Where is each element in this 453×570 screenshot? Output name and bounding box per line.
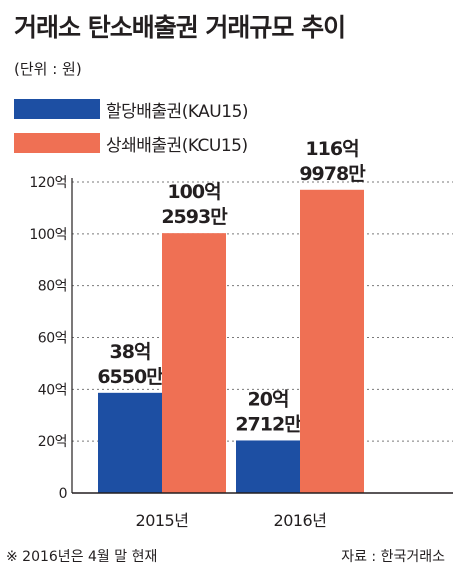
x-tick-label: 2015년 [136,511,189,530]
unit-note: (단위 : 원) [14,60,82,78]
legend-swatch-kcu [14,133,100,153]
bar-chart: 0 20억 40억 60억 80억 100억 120억 38억 6550만 100억 2593만 20… [29,138,453,530]
data-label: 100억 [167,181,220,203]
data-label: 6550만 [97,366,164,388]
data-label: 38억 [110,341,151,363]
y-tick-label: 20억 [38,434,67,450]
data-label: 9978만 [299,163,366,185]
y-tick-label: 80억 [38,279,67,295]
legend-item-kcu: 상쇄배출권(KCU15) [14,130,248,156]
y-tick-label: 40억 [38,382,67,398]
y-tick-label: 100억 [29,227,67,243]
bar-kau-0 [98,392,162,493]
y-tick-label: 0 [59,486,67,502]
data-label: 116억 [305,138,358,160]
data-label: 20억 [248,388,289,410]
bar-kcu-0 [162,233,226,493]
legend-swatch-kau [14,99,100,119]
data-label: 2712만 [235,413,302,435]
footnote: ※ 2016년은 4월 말 현재 [6,549,158,565]
legend-label-kau: 할당배출권(KAU15) [106,101,249,122]
y-tick-label: 60억 [38,331,67,347]
data-label: 2593만 [161,206,228,228]
y-tick-label: 120억 [29,175,67,191]
x-tick-label: 2016년 [274,511,327,530]
bar-kau-1 [236,440,300,493]
source-note: 자료 : 한국거래소 [341,549,445,565]
bar-kcu-1 [300,189,364,493]
chart-title: 거래소 탄소배출권 거래규모 추이 [14,13,346,42]
legend-label-kcu: 상쇄배출권(KCU15) [106,135,248,156]
legend-item-kau: 할당배출권(KAU15) [14,96,249,122]
